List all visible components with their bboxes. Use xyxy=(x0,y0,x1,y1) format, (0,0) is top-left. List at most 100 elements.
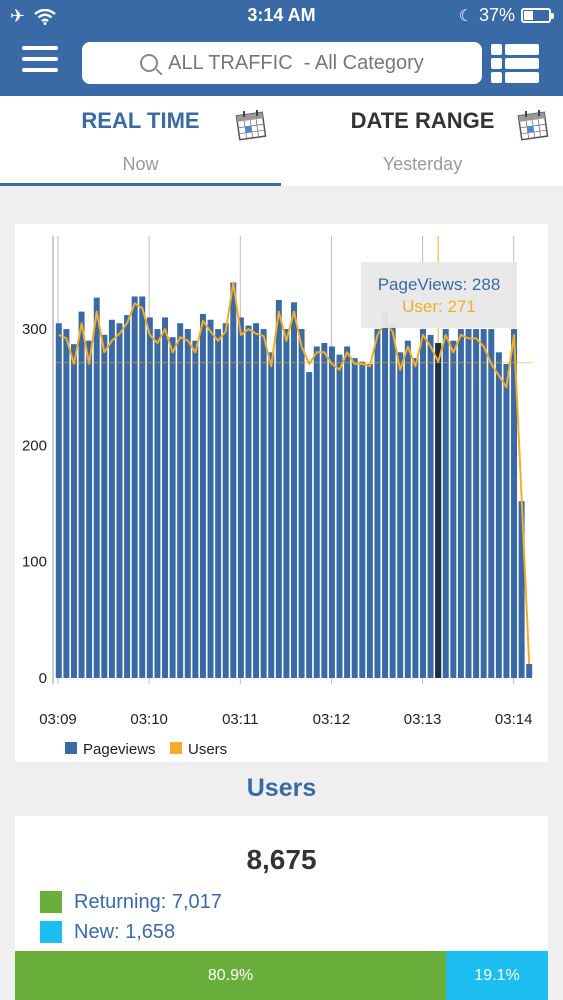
legend-pageviews-swatch xyxy=(65,742,77,754)
hamburger-menu-icon[interactable] xyxy=(22,46,58,76)
pageviews-bar xyxy=(382,311,389,678)
battery-icon xyxy=(521,8,554,23)
calendar-icon[interactable] xyxy=(517,108,551,142)
menu-line xyxy=(22,46,58,50)
pageviews-bar xyxy=(427,334,434,678)
pageviews-bar xyxy=(237,317,244,678)
pageviews-bar xyxy=(412,358,419,678)
status-time: 3:14 AM xyxy=(247,5,316,25)
pageviews-bar xyxy=(78,311,85,678)
pageviews-bar xyxy=(419,329,426,678)
pageviews-bar xyxy=(359,361,366,678)
status-bar: ✈ 3:14 AM ☾ 37% xyxy=(0,0,563,32)
pageviews-bar xyxy=(146,317,153,678)
pageviews-bar xyxy=(177,323,184,678)
pageviews-bar xyxy=(169,337,176,678)
pageviews-bar xyxy=(70,344,77,678)
pageviews-bar xyxy=(328,346,335,678)
pageviews-bar xyxy=(260,329,267,678)
y-tick-label: 200 xyxy=(22,437,47,454)
pageviews-bar xyxy=(321,343,328,678)
pageviews-bar xyxy=(336,354,343,678)
pageviews-bar xyxy=(199,313,206,678)
calendar-icon[interactable] xyxy=(235,108,269,142)
tab-date-range-title: DATE RANGE xyxy=(350,108,495,133)
pageviews-bar xyxy=(526,664,533,678)
realtime-chart-card: 0 100 200 300 03:09 03:10 03:11 03:12 03:13 03:1… xyxy=(15,224,548,762)
pageviews-bar xyxy=(253,323,260,678)
y-tick-label: 0 xyxy=(39,670,47,687)
list-row xyxy=(491,58,539,69)
legend-users-label: Users xyxy=(188,741,227,758)
pageviews-bar xyxy=(86,340,93,678)
pageviews-bar xyxy=(473,329,480,678)
x-tick-label: 03:09 xyxy=(39,711,77,728)
pageviews-bar xyxy=(245,325,252,678)
chart-tooltip: PageViews: 288 User: 271 xyxy=(361,262,517,328)
pageviews-bar xyxy=(374,329,381,678)
battery-fill xyxy=(524,11,533,20)
tooltip-users: User: 271 xyxy=(402,297,476,316)
pageviews-bar xyxy=(495,352,502,678)
pageviews-bar xyxy=(222,323,229,678)
pageviews-bar xyxy=(298,329,305,678)
pageviews-bar xyxy=(162,317,169,678)
pageviews-bar xyxy=(154,329,161,678)
moon-icon: ☾ xyxy=(458,7,473,25)
tab-date-range-sub: Yesterday xyxy=(382,154,463,174)
active-tab-indicator xyxy=(0,183,281,186)
status-icons-right: ☾ 37% xyxy=(458,5,554,26)
x-tick-label: 03:14 xyxy=(495,711,533,728)
users-summary-card: 8,675 Returning: 7,017 New: 1,658 80.9% … xyxy=(15,816,548,1000)
pageviews-bar xyxy=(275,299,282,678)
users-split-bar: 80.9% 19.1% xyxy=(15,951,548,1000)
list-row xyxy=(491,72,539,83)
time-tabs: REAL TIME Now DATE RANGE Yesterday xyxy=(0,96,563,186)
x-tick-label: 03:12 xyxy=(313,711,351,728)
pageviews-bar xyxy=(457,329,464,678)
pageviews-bar xyxy=(101,334,108,678)
y-tick-label: 300 xyxy=(22,321,47,338)
list-view-icon[interactable] xyxy=(491,42,539,84)
pageviews-bar xyxy=(465,329,472,678)
pageviews-bar xyxy=(207,319,214,678)
search-text: ALL TRAFFIC - All Category xyxy=(168,51,424,74)
tooltip-box xyxy=(361,262,517,328)
pageviews-bar xyxy=(313,346,320,678)
y-axis-labels: 0 100 200 300 xyxy=(22,321,47,687)
tab-real-time-title: REAL TIME xyxy=(81,108,200,133)
pageviews-bar xyxy=(55,323,62,678)
search-icon xyxy=(140,54,159,72)
pageviews-bar xyxy=(184,329,191,678)
new-swatch xyxy=(40,921,62,943)
returning-segment: 80.9% xyxy=(15,951,447,1000)
pageviews-bar xyxy=(116,323,123,678)
pageviews-bar xyxy=(131,296,138,678)
returning-swatch xyxy=(40,891,62,913)
pageviews-bar xyxy=(450,340,457,678)
legend-users-swatch xyxy=(170,742,182,754)
traffic-filter-search[interactable]: ALL TRAFFIC - All Category xyxy=(82,42,482,84)
tab-real-time[interactable]: REAL TIME Now xyxy=(0,96,281,186)
pageviews-bars xyxy=(55,282,533,678)
pageviews-bar xyxy=(366,363,373,678)
pageviews-bar xyxy=(351,358,358,678)
tooltip-pageviews: PageViews: 288 xyxy=(378,275,501,294)
pageviews-bar xyxy=(480,329,487,678)
new-users-row: New: 1,658 xyxy=(40,921,175,943)
top-bar: ✈ 3:14 AM ☾ 37% ALL TRAFFIC - All Catego… xyxy=(0,0,563,96)
tab-real-time-sub: Now xyxy=(122,154,159,174)
pageviews-bar xyxy=(93,297,100,678)
x-tick-label: 03:11 xyxy=(222,711,258,728)
y-tick-label: 100 xyxy=(22,554,47,571)
users-total: 8,675 xyxy=(246,844,317,875)
pageviews-bar xyxy=(503,363,510,678)
tab-date-range[interactable]: DATE RANGE Yesterday xyxy=(282,96,563,186)
pageviews-bar xyxy=(63,329,70,678)
pageviews-bar xyxy=(291,302,297,678)
users-line-path xyxy=(58,281,531,665)
x-axis-labels: 03:09 03:10 03:11 03:12 03:13 03:14 xyxy=(39,711,532,728)
pageviews-users-chart[interactable]: 0 100 200 300 03:09 03:10 03:11 03:12 03:13 03:1… xyxy=(15,224,548,762)
pageviews-bar xyxy=(283,329,290,678)
pageviews-bar xyxy=(389,323,396,678)
